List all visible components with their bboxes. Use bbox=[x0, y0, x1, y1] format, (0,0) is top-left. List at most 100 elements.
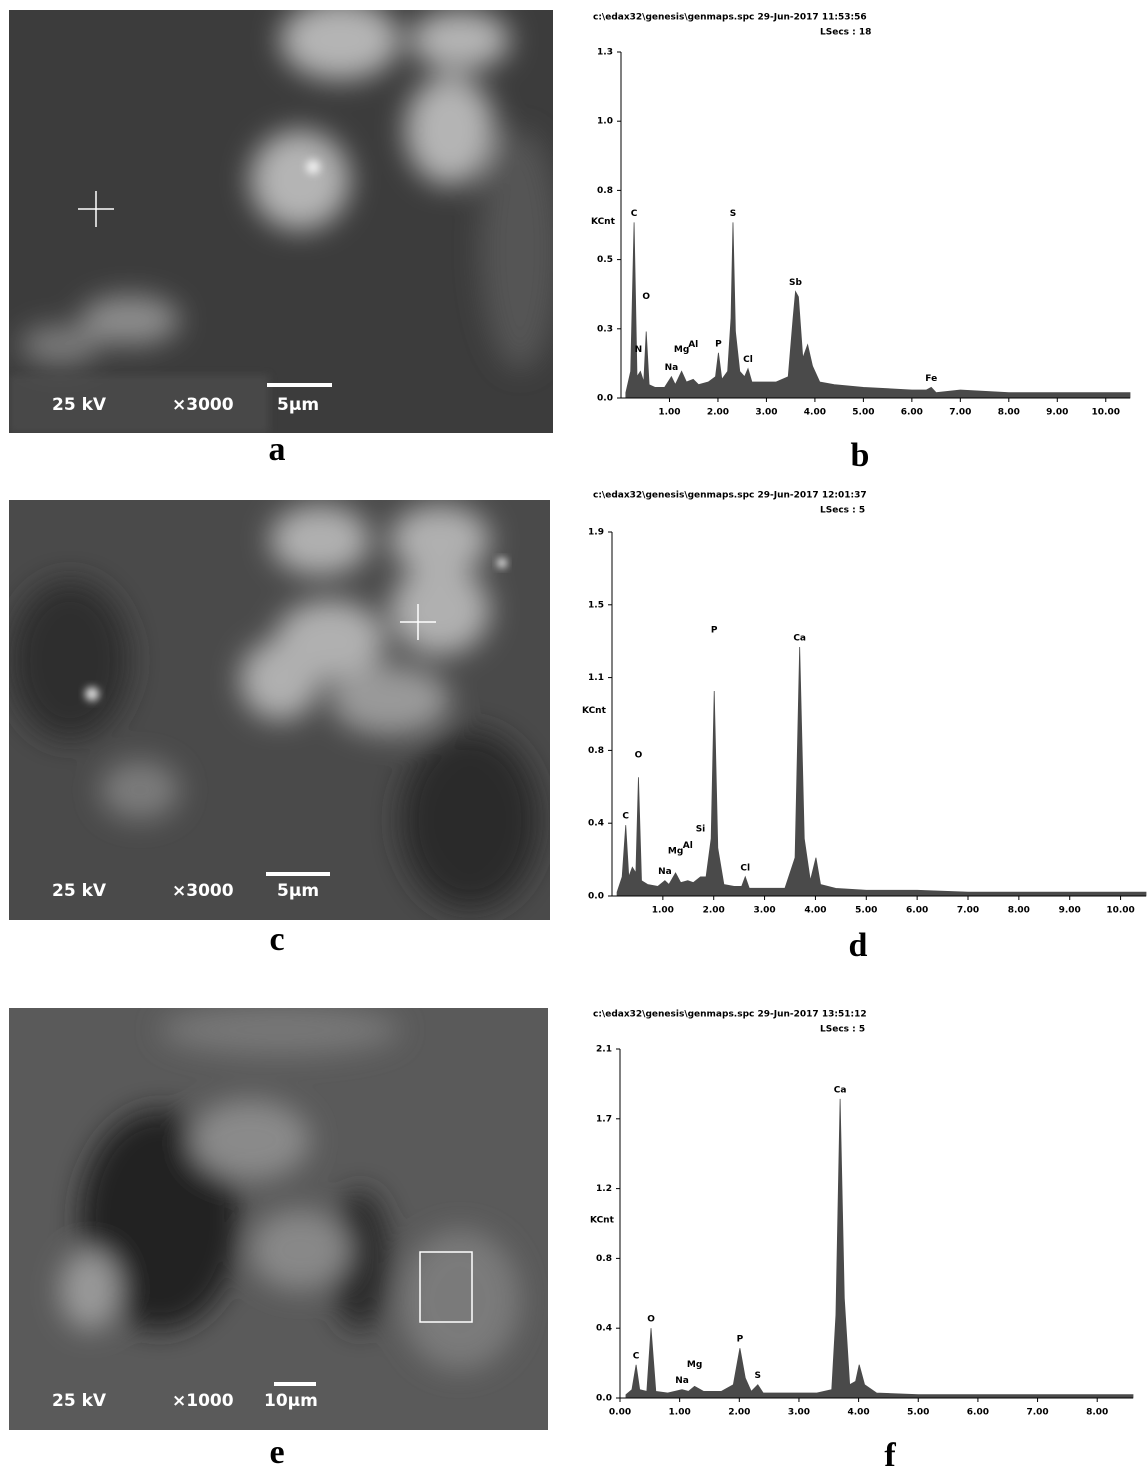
x-tick-label: 10.00 bbox=[1092, 408, 1120, 418]
x-tick-label: 4.00 bbox=[804, 906, 826, 916]
y-tick-label: 0.0 bbox=[597, 394, 613, 404]
peak-label: Ca bbox=[793, 633, 806, 643]
x-tick-label: 8.00 bbox=[998, 408, 1020, 418]
panel-label: b bbox=[851, 437, 870, 474]
header: c:\edax32\genesis\genmaps.spc 29-Jun-201… bbox=[593, 491, 867, 501]
y-axis-label: KCnt bbox=[590, 1216, 615, 1226]
x-tick-label: 7.00 bbox=[949, 408, 971, 418]
peak-label: Sb bbox=[789, 278, 802, 288]
x-tick-label: 6.00 bbox=[967, 1408, 989, 1418]
sem-image bbox=[9, 500, 550, 920]
panel-label: a bbox=[269, 431, 286, 468]
x-tick-label: 9.00 bbox=[1046, 408, 1068, 418]
peak-label: Mg bbox=[674, 345, 689, 355]
header: c:\edax32\genesis\genmaps.spc 29-Jun-201… bbox=[593, 1010, 867, 1020]
y-axis-label: KCnt bbox=[582, 706, 607, 716]
peak-label: O bbox=[647, 1315, 655, 1325]
peak-label: O bbox=[635, 751, 643, 761]
x-tick-label: 7.00 bbox=[957, 906, 979, 916]
y-tick-label: 1.0 bbox=[597, 117, 613, 127]
peak-label: Mg bbox=[668, 847, 683, 857]
peak-label: Fe bbox=[925, 374, 937, 384]
y-tick-label: 0.3 bbox=[597, 324, 613, 334]
live-seconds: LSecs : 5 bbox=[820, 1025, 865, 1035]
scale-text: 5μm bbox=[277, 395, 319, 415]
sem-image bbox=[9, 10, 553, 433]
spectrum bbox=[625, 222, 1131, 399]
live-seconds: LSecs : 5 bbox=[820, 506, 865, 516]
peak-label: Na bbox=[658, 867, 672, 877]
sem-image bbox=[9, 1008, 548, 1430]
x-tick-label: 5.00 bbox=[852, 408, 874, 418]
selection-box bbox=[419, 1251, 473, 1323]
y-tick-label: 0.4 bbox=[588, 819, 604, 829]
peak-label: Na bbox=[675, 1376, 689, 1386]
y-axis-label: KCnt bbox=[591, 217, 616, 227]
y-tick-label: 2.1 bbox=[596, 1045, 612, 1055]
x-tick-label: 1.00 bbox=[658, 408, 680, 418]
magnification: ×1000 bbox=[172, 1391, 234, 1411]
x-tick-label: 3.00 bbox=[755, 408, 777, 418]
x-tick-label: 5.00 bbox=[855, 906, 877, 916]
x-tick-label: 4.00 bbox=[804, 408, 826, 418]
panel-label: e bbox=[269, 1434, 284, 1470]
x-tick-label: 0.00 bbox=[609, 1408, 631, 1418]
y-tick-label: 0.5 bbox=[597, 255, 613, 265]
crosshair bbox=[78, 191, 114, 227]
peak-label: S bbox=[755, 1371, 761, 1381]
x-tick-label: 3.00 bbox=[788, 1408, 810, 1418]
peak-label: C bbox=[633, 1351, 640, 1361]
x-tick-label: 2.00 bbox=[728, 1408, 750, 1418]
y-tick-label: 0.8 bbox=[597, 186, 613, 196]
y-tick-label: 1.1 bbox=[588, 673, 604, 683]
peak-label: C bbox=[622, 812, 629, 822]
peak-label: P bbox=[737, 1335, 744, 1345]
voltage: 25 kV bbox=[52, 1391, 107, 1411]
x-tick-label: 6.00 bbox=[901, 408, 923, 418]
x-tick-label: 2.00 bbox=[703, 906, 725, 916]
y-tick-label: 0.4 bbox=[596, 1324, 612, 1334]
x-tick-label: 8.00 bbox=[1086, 1408, 1108, 1418]
scale-text: 5μm bbox=[277, 881, 319, 901]
peak-label: O bbox=[642, 292, 650, 302]
panel-label: d bbox=[849, 927, 868, 964]
y-tick-label: 0.0 bbox=[596, 1394, 612, 1404]
scale-text: 10μm bbox=[264, 1391, 318, 1411]
spectrum bbox=[625, 1098, 1134, 1399]
spectrum bbox=[616, 646, 1147, 897]
crosshair bbox=[400, 604, 436, 640]
y-tick-label: 1.9 bbox=[588, 528, 604, 538]
peak-label: S bbox=[730, 209, 736, 219]
panel-label: c bbox=[269, 921, 284, 958]
x-tick-label: 3.00 bbox=[753, 906, 775, 916]
x-tick-label: 4.00 bbox=[847, 1408, 869, 1418]
peak-label: Cl bbox=[740, 863, 750, 873]
x-tick-label: 10.00 bbox=[1106, 906, 1134, 916]
magnification: ×3000 bbox=[172, 881, 234, 901]
peak-label: Ca bbox=[834, 1085, 847, 1095]
y-tick-label: 1.2 bbox=[596, 1184, 612, 1194]
magnification: ×3000 bbox=[172, 395, 234, 415]
y-tick-label: 1.3 bbox=[597, 48, 613, 58]
peak-label: Al bbox=[683, 841, 693, 851]
y-tick-label: 0.0 bbox=[588, 892, 604, 902]
x-tick-label: 8.00 bbox=[1008, 906, 1030, 916]
x-tick-label: 1.00 bbox=[652, 906, 674, 916]
peak-label: Si bbox=[696, 824, 706, 834]
x-tick-label: 6.00 bbox=[906, 906, 928, 916]
peak-label: P bbox=[715, 339, 722, 349]
y-tick-label: 0.8 bbox=[596, 1254, 612, 1264]
x-tick-label: 9.00 bbox=[1059, 906, 1081, 916]
x-tick-label: 5.00 bbox=[907, 1408, 929, 1418]
panel-label: f bbox=[884, 1437, 896, 1470]
peak-label: N bbox=[635, 345, 643, 355]
voltage: 25 kV bbox=[52, 395, 107, 415]
peak-label: Al bbox=[688, 340, 698, 350]
y-tick-label: 1.7 bbox=[596, 1114, 612, 1124]
x-tick-label: 1.00 bbox=[669, 1408, 691, 1418]
live-seconds: LSecs : 18 bbox=[820, 28, 871, 38]
x-tick-label: 2.00 bbox=[707, 408, 729, 418]
peak-label: C bbox=[631, 209, 638, 219]
y-tick-label: 0.8 bbox=[588, 746, 604, 756]
